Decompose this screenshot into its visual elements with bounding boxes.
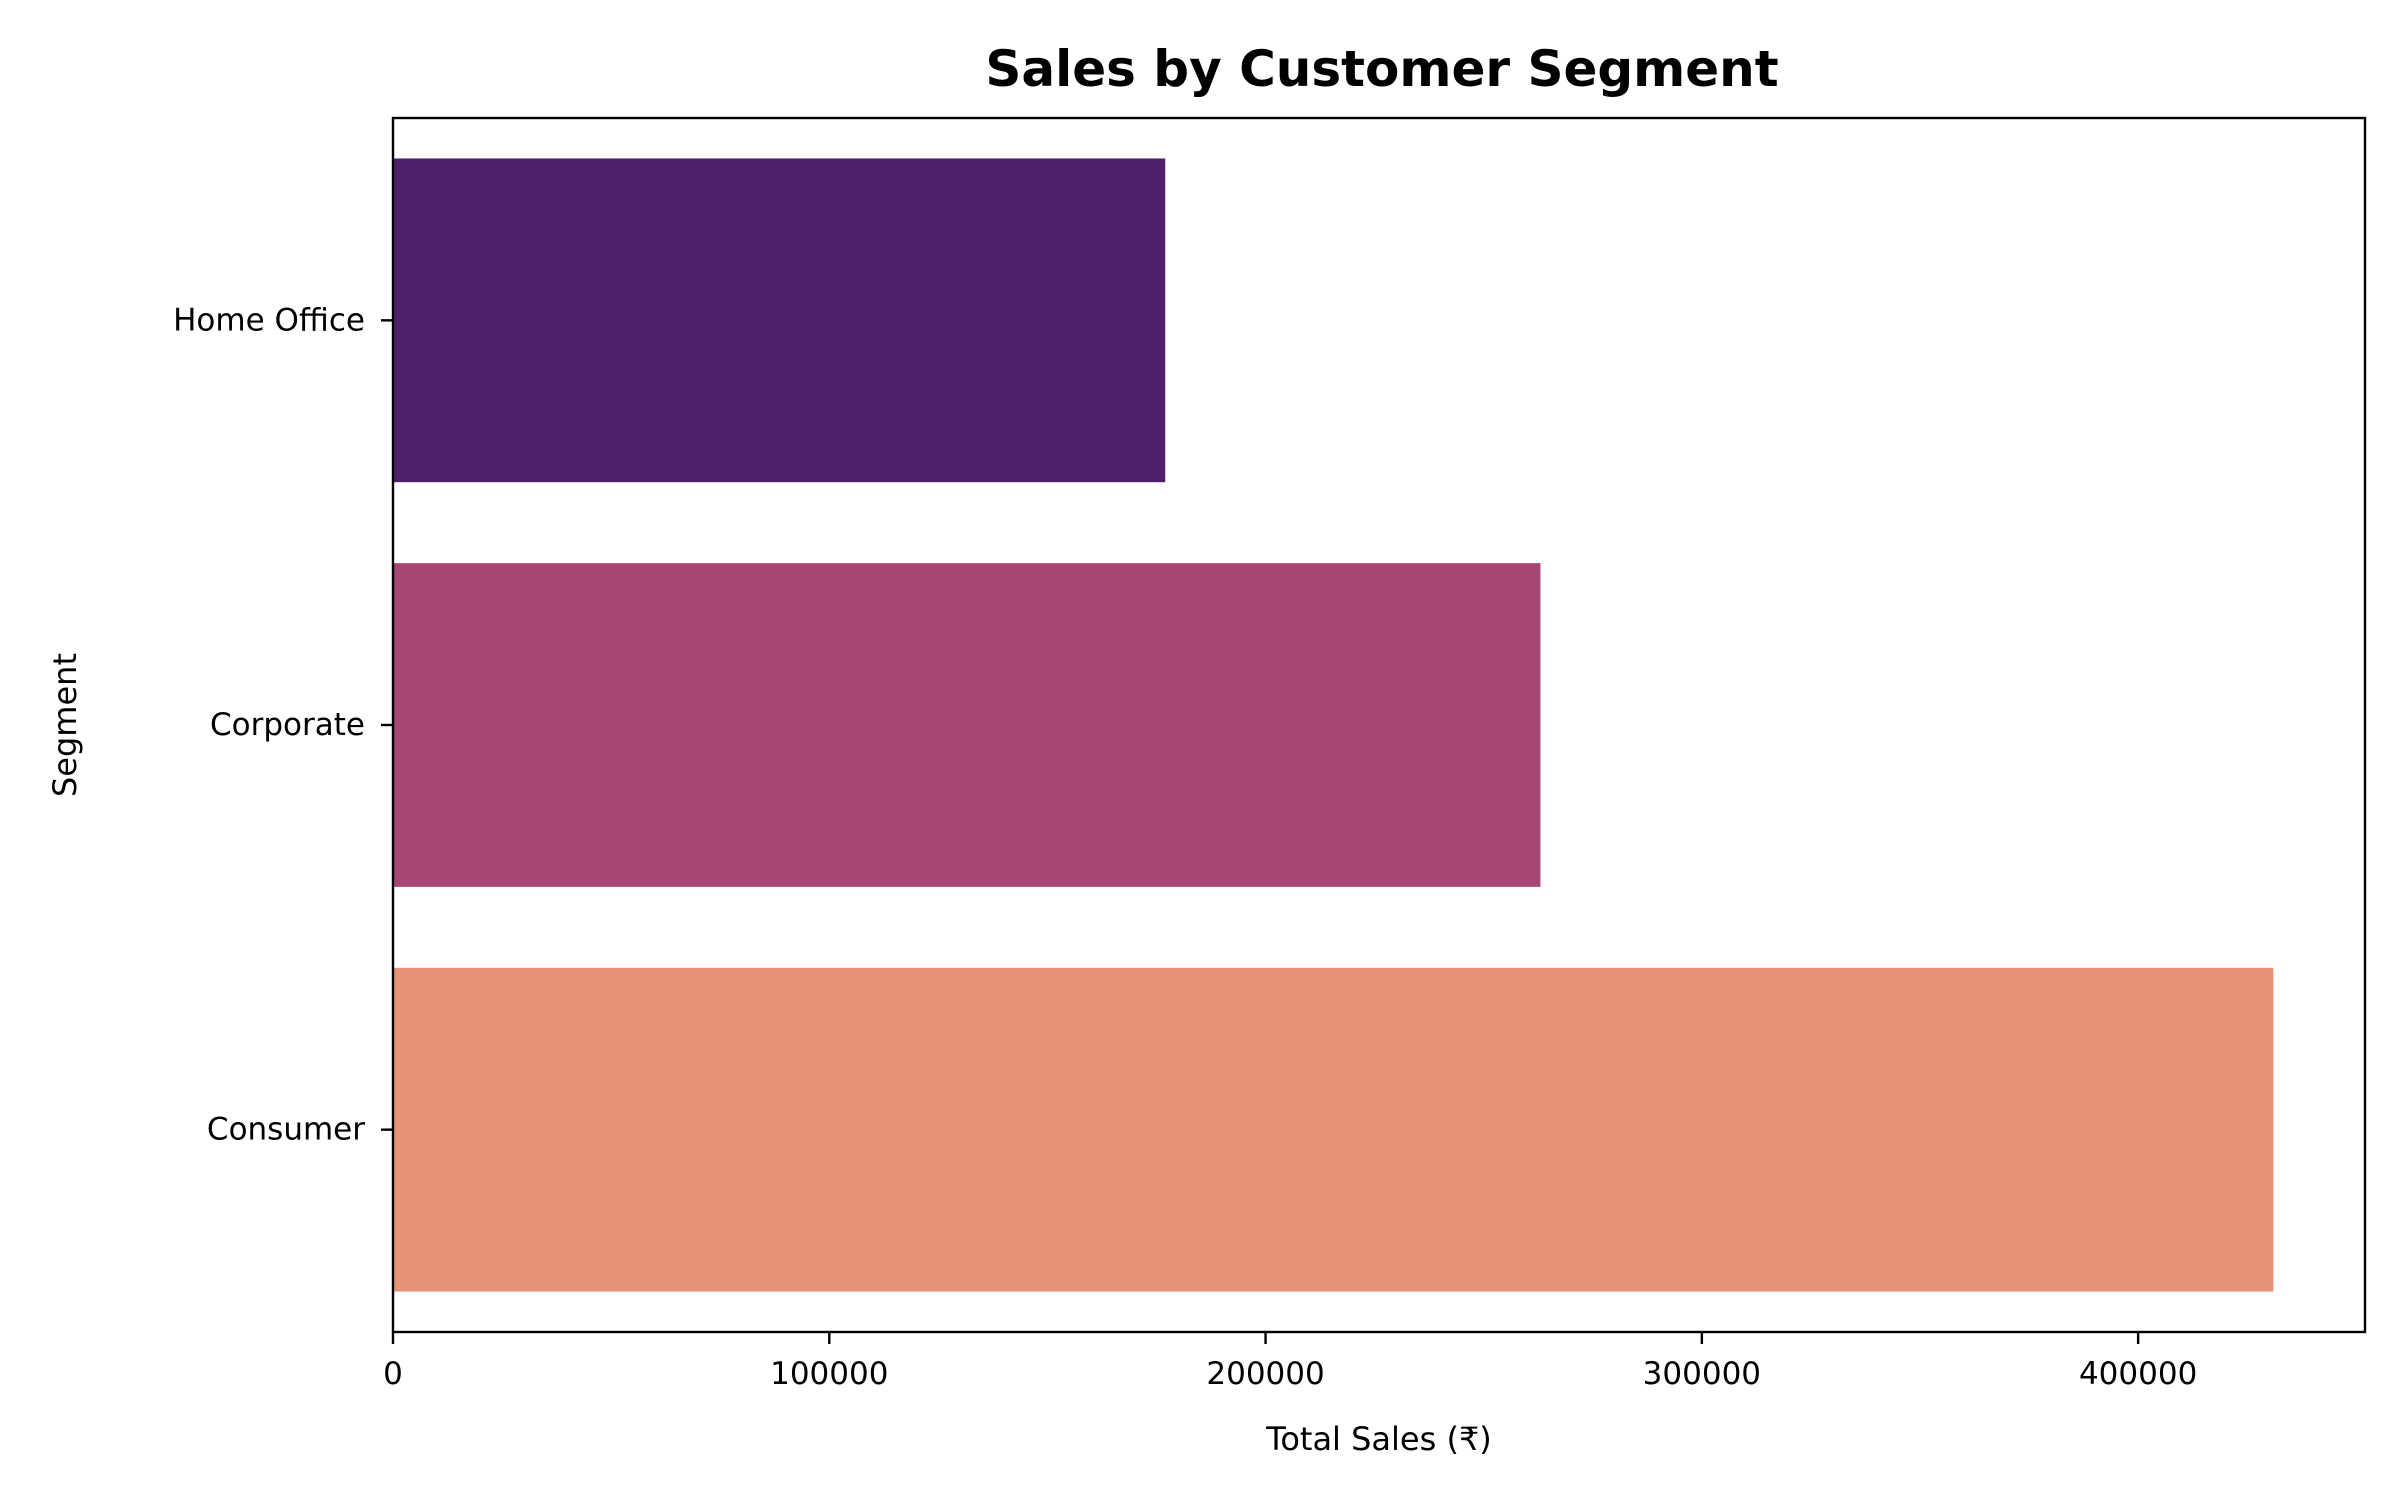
y-axis: Home Office Corporate Consumer — [173, 302, 393, 1148]
x-tick-label: 200000 — [1206, 1356, 1324, 1392]
x-tick-label: 100000 — [770, 1356, 888, 1392]
y-tick-label: Consumer — [207, 1112, 365, 1148]
bar-consumer — [393, 967, 2274, 1292]
chart-title: Sales by Customer Segment — [985, 40, 1778, 98]
x-tick-label: 0 — [383, 1356, 403, 1392]
y-tick-label: Corporate — [210, 707, 365, 743]
bar-home-office — [393, 158, 1166, 483]
y-tick-label: Home Office — [173, 302, 365, 338]
x-axis-label: Total Sales (₹) — [1265, 1420, 1492, 1458]
x-tick-label: 400000 — [2079, 1356, 2197, 1392]
bars-layer — [393, 158, 2274, 1292]
x-tick-label: 300000 — [1643, 1356, 1761, 1392]
x-axis: 0 100000 200000 300000 400000 — [383, 1332, 2197, 1392]
bar-corporate — [393, 563, 1541, 887]
y-axis-label: Segment — [46, 653, 84, 797]
